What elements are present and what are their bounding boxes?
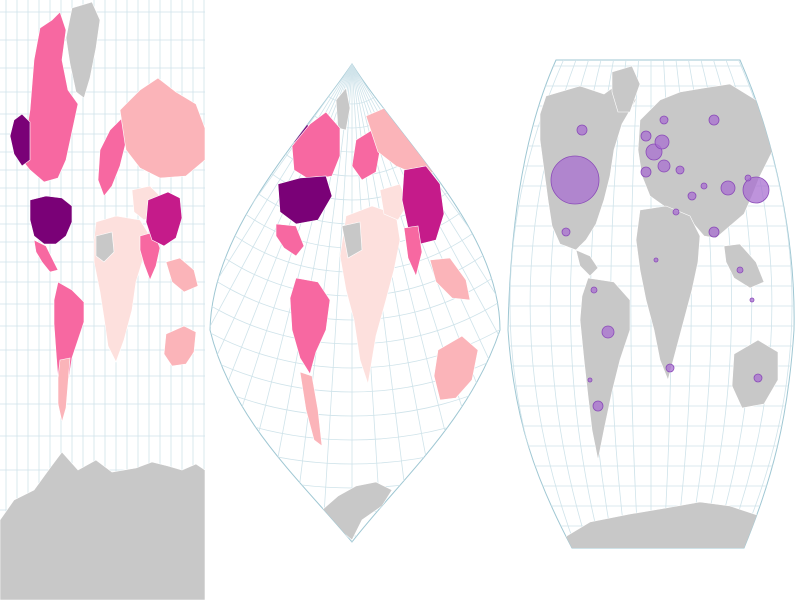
graticule-line (210, 268, 500, 417)
bubble-brazil (601, 325, 615, 339)
mexico-shape (33, 239, 59, 273)
bubble-scandinavia (659, 115, 669, 125)
bubble-colombia (590, 286, 598, 294)
ne-eurasia-shape (637, 83, 773, 239)
bubble-indonesia (749, 297, 755, 303)
graticule-line (351, 64, 500, 542)
bubble-australia (753, 373, 763, 383)
graticule-line (351, 64, 396, 542)
graticule-line (210, 64, 353, 542)
graticule-line (210, 282, 500, 441)
conic-india-shape (403, 225, 423, 277)
australia-shape (163, 325, 197, 367)
bubble-japan (742, 176, 770, 204)
bubble-russia (708, 114, 720, 126)
ne-central-america-shape (575, 249, 599, 277)
conic-middle-east-shape (379, 183, 409, 221)
conic-southeast-asia-shape (429, 257, 471, 301)
greenland-shape (65, 1, 101, 99)
graticule-line (210, 296, 500, 465)
conic-china-shape (401, 165, 445, 245)
bubble-italy (657, 159, 671, 173)
alaska-shape (9, 113, 31, 167)
europe-shape (97, 117, 127, 197)
bubble-uk (640, 130, 652, 142)
conic-australia-shape (433, 335, 479, 401)
bubble-south-africa (665, 363, 675, 373)
ne-africa-shape (635, 205, 701, 381)
bubble-southeast-asia (736, 266, 744, 274)
graticule-line (210, 240, 500, 369)
conic-usa-shape (277, 175, 333, 225)
graticule-line (210, 212, 500, 321)
conic-greenland-shape (335, 87, 351, 131)
bubble-china (720, 180, 736, 196)
usa-shape (29, 195, 73, 245)
graticule-line (210, 226, 500, 345)
bubble-mexico (561, 227, 571, 237)
conic-south-america-south-shape (299, 371, 323, 447)
russia-shape (119, 77, 205, 179)
southeast-asia-shape (165, 257, 199, 293)
graticule-line (210, 64, 353, 542)
bubble-india (708, 226, 720, 238)
ne-greenland-shape (611, 65, 641, 113)
bubble-germany (654, 134, 670, 150)
bubble-chile (587, 377, 593, 383)
graticule-line (351, 64, 439, 542)
bubble-spain (640, 166, 652, 178)
conic-south-america-shape (289, 277, 331, 375)
bubble-korea (744, 174, 752, 182)
china-shape (145, 191, 183, 247)
bubble-argentina (592, 400, 604, 412)
conic-mexico-shape (275, 223, 305, 257)
bubble-iran (700, 182, 708, 190)
conic-north-africa-grey-shape (341, 221, 363, 259)
canada-shape (21, 11, 79, 183)
graticule-line (351, 64, 482, 542)
bubble-new-zealand (781, 427, 787, 433)
bubble-turkey (675, 165, 685, 175)
north-africa-grey-shape (95, 231, 115, 263)
ne-antarctica-shape (559, 501, 781, 548)
bubble-canada-east (576, 124, 588, 136)
south-america-south-shape (57, 357, 71, 423)
bubble-nigeria (653, 257, 659, 263)
ne-australia-shape (731, 339, 779, 409)
graticule-line (308, 64, 353, 542)
antarctica-shape (0, 451, 205, 600)
bubble-layer (550, 114, 787, 433)
graticule-line (630, 60, 639, 548)
bubble-usa (550, 155, 600, 205)
graticule-line (351, 64, 500, 542)
bubble-egypt (672, 208, 680, 216)
graticule-line (210, 254, 500, 393)
conic-canada-shape (291, 111, 341, 181)
bubble-middle-east (687, 191, 697, 201)
ne-south-america-shape (579, 277, 631, 461)
graticule-line (222, 64, 353, 542)
ne-southeast-asia-shape (723, 243, 765, 289)
